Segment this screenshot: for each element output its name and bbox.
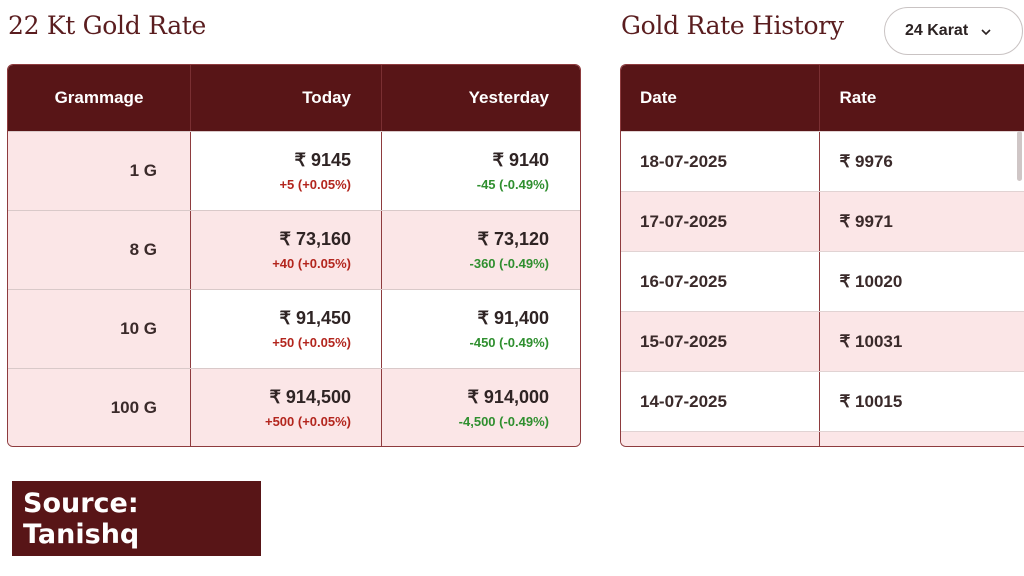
table-row: 100 G ₹ 914,500 +500 (+0.05%) ₹ 914,000 … — [8, 368, 580, 446]
yesterday-price: ₹ 914,000 — [467, 387, 549, 407]
table-row: 10 G ₹ 91,450 +50 (+0.05%) ₹ 91,400 -450… — [8, 289, 580, 368]
today-change: +500 (+0.05%) — [264, 414, 351, 429]
table-row: 8 G ₹ 73,160 +40 (+0.05%) ₹ 73,120 -360 … — [8, 210, 580, 289]
yesterday-cell: ₹ 9140 -45 (-0.49%) — [382, 132, 580, 210]
yesterday-change: -450 (-0.49%) — [469, 335, 549, 350]
history-date — [621, 432, 820, 446]
yesterday-price: ₹ 73,120 — [477, 229, 549, 249]
history-row: 14-07-2025 ₹ 10015 — [621, 371, 1024, 431]
today-price: ₹ 91,450 — [279, 308, 351, 328]
header-rate: Rate — [839, 88, 877, 107]
today-cell: ₹ 9145 +5 (+0.05%) — [191, 132, 382, 210]
yesterday-price: ₹ 9140 — [492, 150, 550, 170]
header-date: Date — [621, 65, 820, 131]
history-rate: ₹ 10031 — [839, 331, 903, 351]
today-price: ₹ 73,160 — [279, 229, 351, 249]
yesterday-cell: ₹ 73,120 -360 (-0.49%) — [382, 211, 580, 289]
karat-select-value: 24 Karat — [905, 22, 969, 39]
today-cell: ₹ 91,450 +50 (+0.05%) — [191, 290, 382, 368]
grammage-cell: 10 G — [8, 290, 191, 368]
history-rate: ₹ 9976 — [839, 151, 893, 171]
yesterday-cell: ₹ 914,000 -4,500 (-0.49%) — [382, 369, 580, 446]
today-change: +40 (+0.05%) — [272, 256, 351, 271]
gold-rate-history-table[interactable]: Date Rate 18-07-2025 ₹ 9976 17-07-2025 ₹… — [620, 64, 1024, 447]
history-date: 14-07-2025 — [621, 372, 820, 431]
history-rate: ₹ 9971 — [839, 211, 893, 231]
today-cell: ₹ 914,500 +500 (+0.05%) — [191, 369, 382, 446]
today-price: ₹ 914,500 — [269, 387, 351, 407]
history-date: 18-07-2025 — [621, 132, 820, 191]
gold-rate-title: 22 Kt Gold Rate — [8, 11, 207, 40]
history-row: 17-07-2025 ₹ 9971 — [621, 191, 1024, 251]
grammage-cell: 8 G — [8, 211, 191, 289]
table-row: 1 G ₹ 9145 +5 (+0.05%) ₹ 9140 -45 (-0.49… — [8, 131, 580, 210]
chevron-down-icon — [980, 25, 992, 37]
karat-select[interactable]: 24 Karat — [884, 7, 1023, 55]
header-today: Today — [191, 65, 382, 131]
history-date: 17-07-2025 — [621, 192, 820, 251]
history-rate — [820, 432, 1024, 446]
source-label: Source: Tanishq — [12, 481, 261, 556]
header-grammage: Grammage — [8, 65, 191, 131]
yesterday-change: -45 (-0.49%) — [476, 177, 549, 192]
yesterday-cell: ₹ 91,400 -450 (-0.49%) — [382, 290, 580, 368]
grammage-cell: 100 G — [8, 369, 191, 446]
today-change: +50 (+0.05%) — [272, 335, 351, 350]
history-row: 16-07-2025 ₹ 10020 — [621, 251, 1024, 311]
gold-rate-table: Grammage Today Yesterday 1 G ₹ 9145 +5 (… — [7, 64, 581, 447]
yesterday-change: -4,500 (-0.49%) — [458, 414, 549, 429]
history-row — [621, 431, 1024, 446]
today-change: +5 (+0.05%) — [279, 177, 351, 192]
gold-rate-history-title: Gold Rate History — [621, 11, 844, 40]
history-table-header: Date Rate — [621, 65, 1024, 131]
header-yesterday: Yesterday — [468, 88, 549, 107]
grammage-cell: 1 G — [8, 132, 191, 210]
yesterday-change: -360 (-0.49%) — [469, 256, 549, 271]
today-price: ₹ 9145 — [294, 150, 352, 170]
history-rate: ₹ 10020 — [839, 271, 903, 291]
history-scrollbar[interactable] — [1017, 131, 1022, 181]
history-date: 15-07-2025 — [621, 312, 820, 371]
yesterday-price: ₹ 91,400 — [477, 308, 549, 328]
table-header: Grammage Today Yesterday — [8, 65, 580, 131]
history-row: 15-07-2025 ₹ 10031 — [621, 311, 1024, 371]
history-row: 18-07-2025 ₹ 9976 — [621, 131, 1024, 191]
history-rate: ₹ 10015 — [839, 391, 903, 411]
today-cell: ₹ 73,160 +40 (+0.05%) — [191, 211, 382, 289]
history-date: 16-07-2025 — [621, 252, 820, 311]
